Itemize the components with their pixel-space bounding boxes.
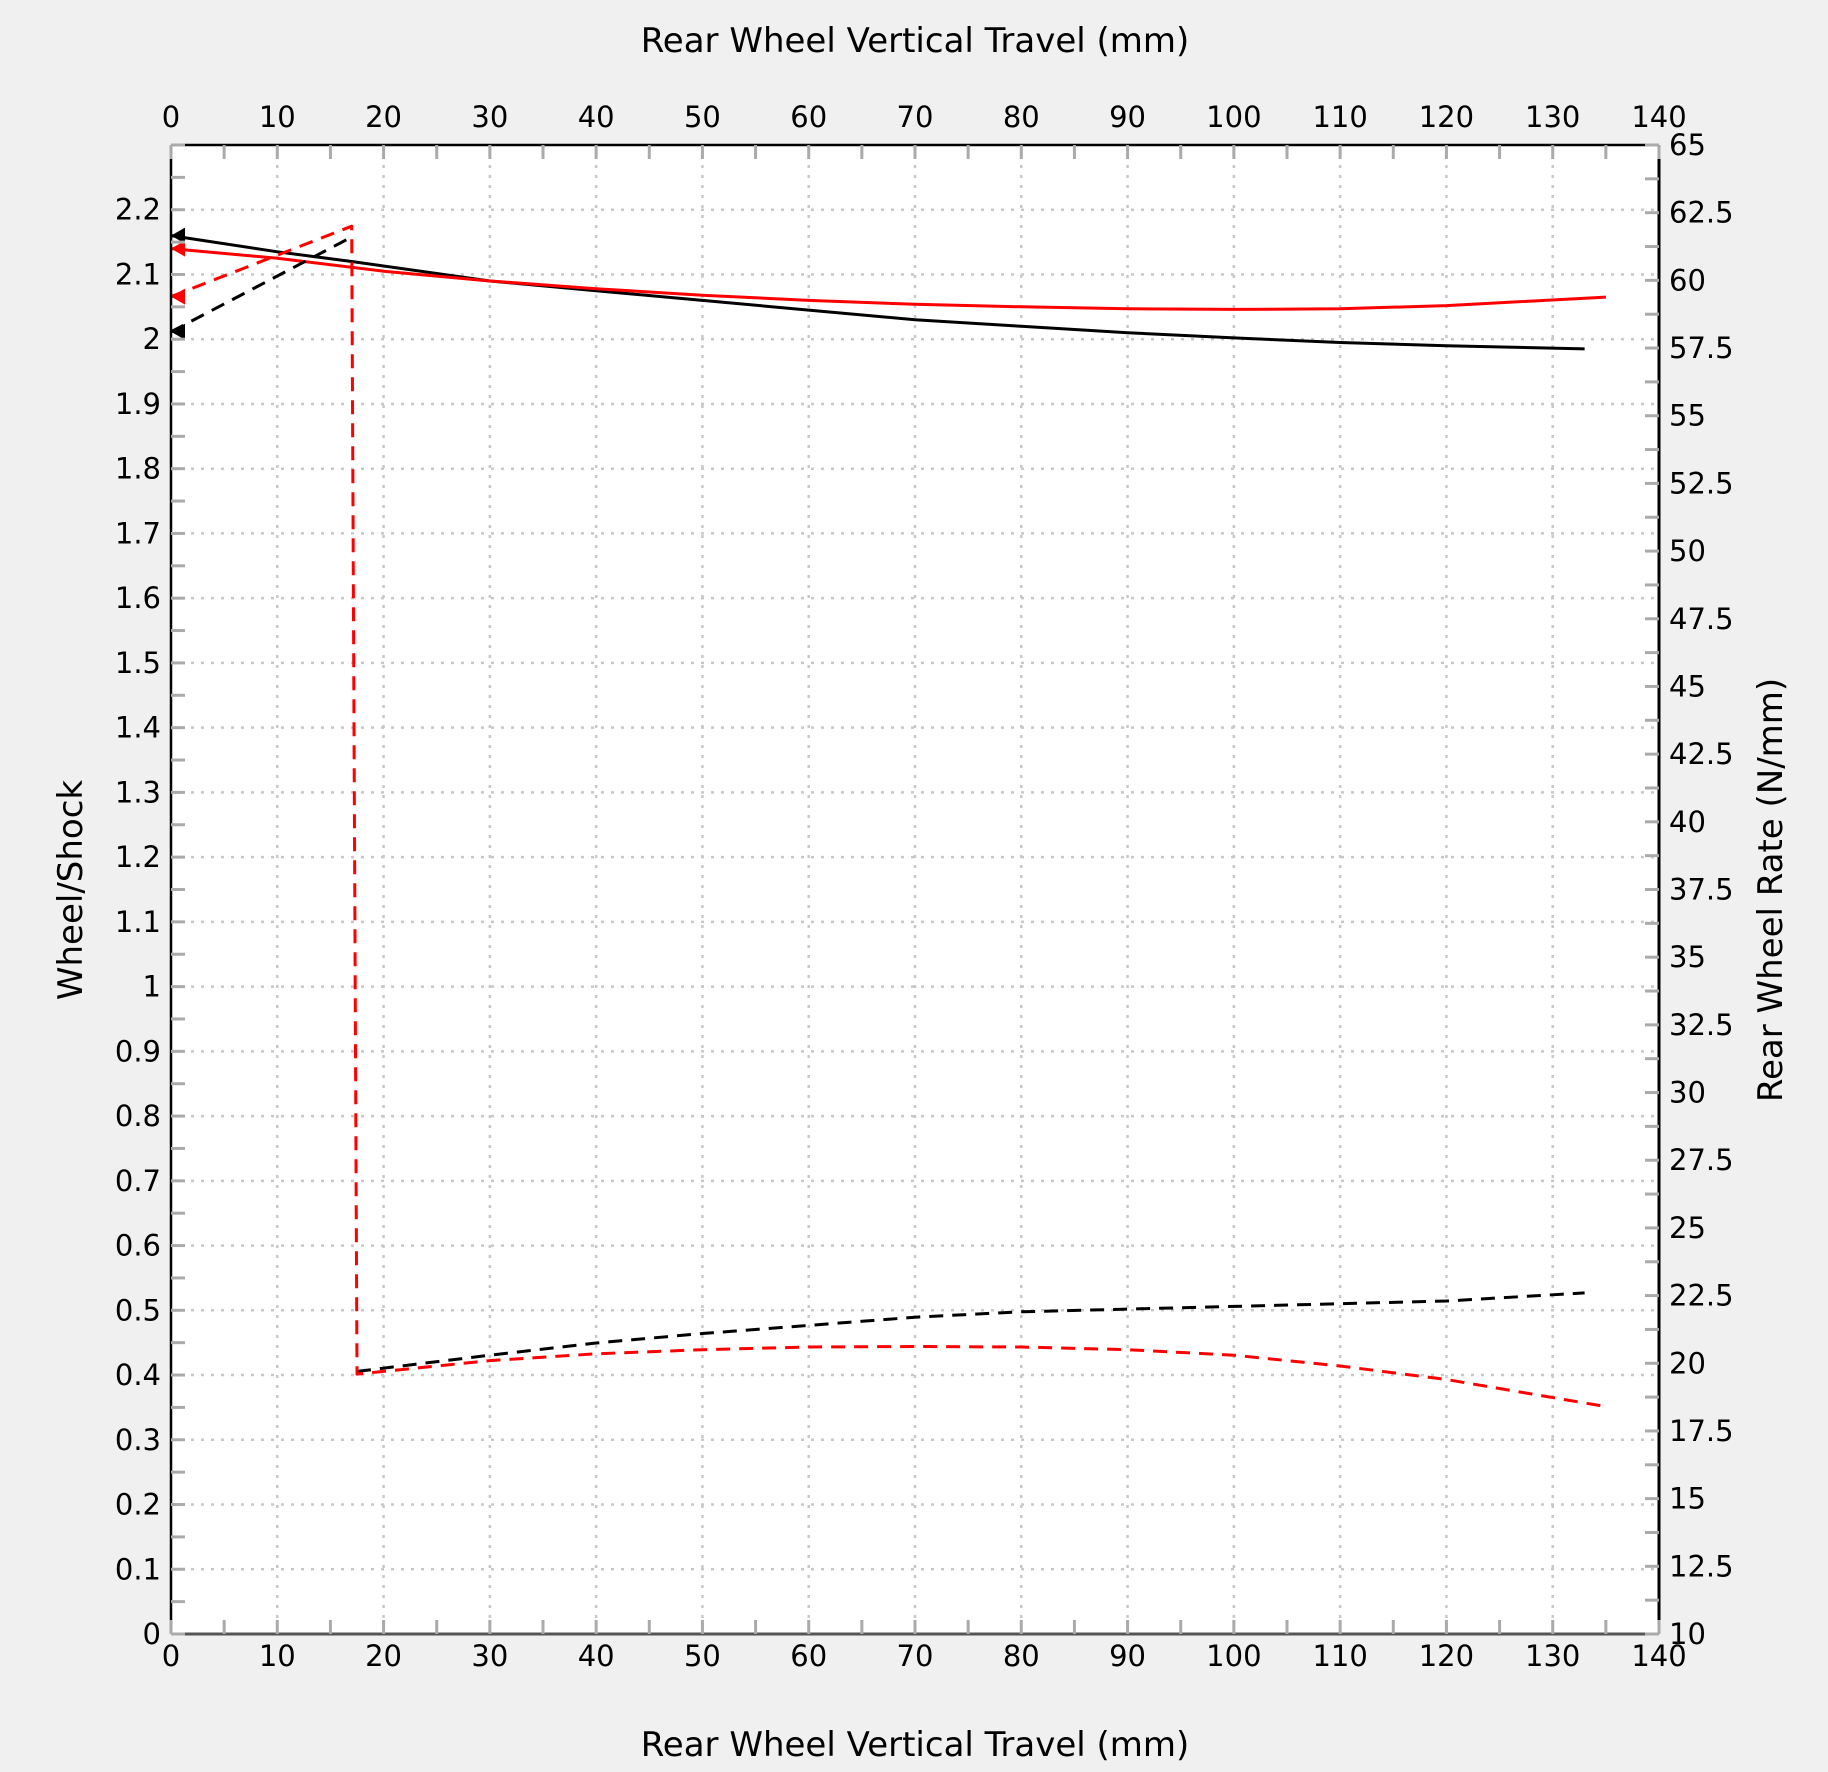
y-left-tick-label: 2.2 (115, 193, 161, 227)
y-right-tick-label: 65 (1669, 128, 1706, 162)
x-tick-label-top: 90 (1109, 100, 1146, 134)
y-left-tick-label: 0.2 (115, 1488, 161, 1522)
y-left-tick-label: 0.5 (115, 1293, 161, 1327)
y-right-tick-label: 50 (1669, 534, 1706, 568)
y-right-tick-label: 17.5 (1669, 1414, 1734, 1448)
y-left-tick-label: 2.1 (115, 257, 161, 291)
y-left-tick-label: 1.4 (115, 711, 161, 745)
y-right-tick-label: 15 (1669, 1482, 1706, 1516)
y-right-tick-label: 57.5 (1669, 331, 1734, 365)
y-right-tick-label: 55 (1669, 399, 1706, 433)
x-tick-label-top: 70 (897, 100, 934, 134)
y-axis-title-right: Rear Wheel Rate (N/mm) (1751, 678, 1791, 1102)
y-right-tick-label: 62.5 (1669, 196, 1734, 230)
triangle-marker-1 (171, 240, 185, 257)
x-axis-title-bottom: Rear Wheel Vertical Travel (mm) (641, 1725, 1190, 1765)
x-tick-label-bottom: 0 (162, 1639, 180, 1673)
x-tick-label-top: 60 (790, 100, 827, 134)
triangle-marker-3 (171, 288, 185, 305)
x-tick-label-top: 140 (1631, 100, 1686, 134)
y-right-tick-label: 32.5 (1669, 1008, 1734, 1042)
x-tick-label-bottom: 20 (365, 1639, 402, 1673)
x-tick-label-bottom: 120 (1419, 1639, 1474, 1673)
y-left-tick-label: 1.9 (115, 387, 161, 421)
x-tick-label-bottom: 60 (790, 1639, 827, 1673)
y-right-tick-label: 25 (1669, 1211, 1706, 1245)
x-tick-label-bottom: 100 (1206, 1639, 1261, 1673)
x-tick-label-top: 10 (259, 100, 296, 134)
y-axis-title-left: Wheel/Shock (51, 780, 91, 1001)
y-left-tick-label: 2 (143, 322, 161, 356)
triangle-marker-2 (171, 323, 185, 340)
x-tick-label-top: 0 (162, 100, 180, 134)
y-left-tick-label: 0.6 (115, 1229, 161, 1263)
x-tick-label-bottom: 30 (471, 1639, 508, 1673)
y-right-tick-label: 12.5 (1669, 1549, 1734, 1583)
plot-area (171, 145, 1659, 1634)
y-right-tick-label: 20 (1669, 1346, 1706, 1380)
y-right-tick-label: 52.5 (1669, 466, 1734, 500)
axes: 0010102020303040405050606070708080909010… (115, 100, 1734, 1673)
x-tick-label-bottom: 80 (1003, 1639, 1040, 1673)
y-right-tick-label: 45 (1669, 669, 1706, 703)
y-right-tick-label: 10 (1669, 1617, 1706, 1651)
x-tick-label-top: 20 (365, 100, 402, 134)
y-right-tick-label: 30 (1669, 1076, 1706, 1110)
series-line-2 (170, 235, 353, 334)
x-tick-label-bottom: 130 (1525, 1639, 1580, 1673)
x-tick-label-top: 110 (1312, 100, 1367, 134)
y-left-tick-label: 0.7 (115, 1164, 161, 1198)
y-left-tick-label: 1.5 (115, 646, 161, 680)
y-left-tick-label: 1.7 (115, 516, 161, 550)
series-line-1 (170, 247, 1606, 311)
x-tick-label-top: 50 (684, 100, 721, 134)
x-tick-label-top: 40 (578, 100, 615, 134)
x-axis-title-top: Rear Wheel Vertical Travel (mm) (641, 21, 1190, 61)
y-right-tick-label: 42.5 (1669, 737, 1734, 771)
y-left-tick-label: 1 (143, 970, 161, 1004)
triangle-marker-0 (171, 227, 185, 244)
y-left-tick-label: 0.9 (115, 1034, 161, 1068)
x-tick-label-bottom: 90 (1109, 1639, 1146, 1673)
y-right-tick-label: 47.5 (1669, 602, 1734, 636)
y-left-tick-label: 0.3 (115, 1423, 161, 1457)
x-tick-label-bottom: 70 (897, 1639, 934, 1673)
x-tick-label-bottom: 10 (259, 1639, 296, 1673)
y-left-tick-label: 1.6 (115, 581, 161, 615)
series-group (170, 224, 1607, 1409)
y-left-tick-label: 1.1 (115, 905, 161, 939)
y-left-tick-label: 1.2 (115, 840, 161, 874)
x-tick-label-top: 130 (1525, 100, 1580, 134)
x-tick-label-top: 120 (1419, 100, 1474, 134)
y-right-tick-label: 37.5 (1669, 873, 1734, 907)
series-line-0 (170, 234, 1585, 351)
y-left-tick-label: 0.4 (115, 1358, 161, 1392)
x-tick-label-top: 30 (471, 100, 508, 134)
y-left-tick-label: 0 (143, 1617, 161, 1651)
x-tick-label-top: 80 (1003, 100, 1040, 134)
x-tick-label-bottom: 140 (1631, 1639, 1686, 1673)
y-left-tick-label: 1.3 (115, 775, 161, 809)
y-right-tick-label: 40 (1669, 805, 1706, 839)
y-right-tick-label: 22.5 (1669, 1279, 1734, 1313)
y-left-tick-label: 0.8 (115, 1099, 161, 1133)
y-right-tick-label: 60 (1669, 263, 1706, 297)
series-line-4 (170, 224, 1607, 1409)
x-tick-label-bottom: 110 (1312, 1639, 1367, 1673)
y-left-tick-label: 1.8 (115, 452, 161, 486)
y-left-tick-label: 0.1 (115, 1552, 161, 1586)
y-right-tick-label: 35 (1669, 940, 1706, 974)
x-tick-label-bottom: 50 (684, 1639, 721, 1673)
x-tick-label-bottom: 40 (578, 1639, 615, 1673)
y-right-tick-label: 27.5 (1669, 1143, 1734, 1177)
x-tick-label-top: 100 (1206, 100, 1261, 134)
